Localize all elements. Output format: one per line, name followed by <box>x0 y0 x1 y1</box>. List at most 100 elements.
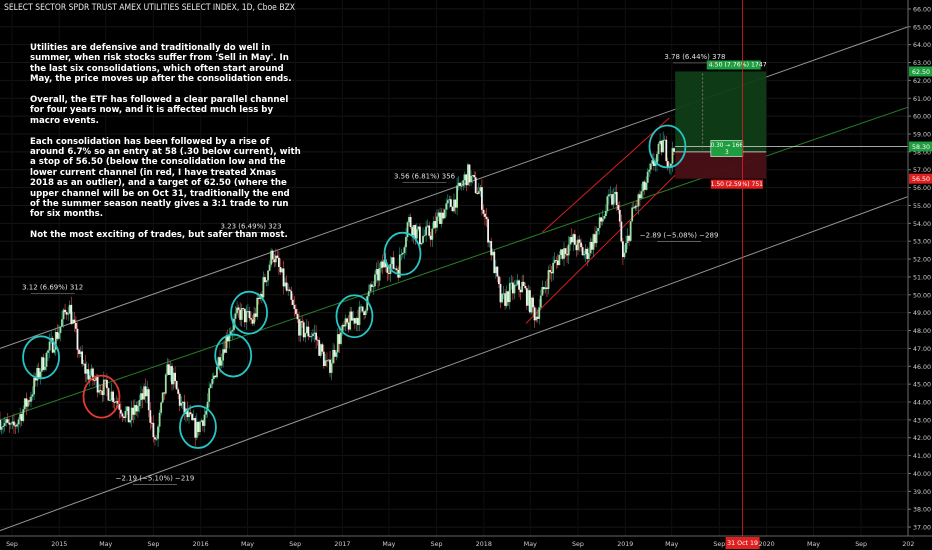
candle-body <box>298 319 300 336</box>
y-tick-label: 58.00 <box>913 149 931 156</box>
candle-body <box>558 254 561 266</box>
candle-body <box>81 351 84 364</box>
candle-body <box>645 182 648 190</box>
candle-body <box>208 388 211 402</box>
consolidation-circle <box>22 335 60 380</box>
y-tick-label: 59.00 <box>913 132 931 139</box>
candle-body <box>23 398 26 410</box>
candle-body <box>96 376 99 393</box>
candle-body <box>175 381 178 390</box>
candle-body <box>0 419 1 430</box>
candle-body <box>341 324 344 333</box>
candle-body <box>507 291 510 303</box>
candle-body <box>133 405 136 415</box>
candle-body <box>316 339 319 341</box>
candle-body <box>150 422 153 424</box>
candle-body <box>470 175 472 183</box>
candle-body <box>177 389 180 394</box>
candle-body <box>409 217 412 228</box>
candle-body <box>443 209 446 219</box>
candle-body <box>161 392 164 403</box>
candle-body <box>135 405 138 412</box>
candle-body <box>287 289 290 291</box>
candle-body <box>629 221 632 241</box>
candle-body <box>375 269 378 275</box>
x-tick-label: Sep <box>147 541 159 548</box>
price-axis[interactable]: 37.00 38.00 39.00 40.00 41.00 42.00 43.00 44.00… <box>907 0 931 536</box>
candle-body <box>614 191 617 194</box>
candle-body <box>547 270 550 290</box>
candle-body <box>216 367 218 378</box>
candle-body <box>9 423 12 425</box>
candle-body <box>47 350 49 353</box>
candle-body <box>8 422 11 425</box>
candle-body <box>327 359 330 361</box>
candle-body <box>228 335 231 342</box>
candle-body <box>544 287 547 290</box>
candle-body <box>333 349 336 357</box>
consolidation-circle <box>230 290 268 335</box>
consolidation-circle <box>214 333 253 378</box>
note-paragraph-4: Not the most exciting of trades, but saf… <box>30 230 288 241</box>
candle-body <box>417 226 420 230</box>
candle-body <box>662 139 665 153</box>
y-tick-label: 38.00 <box>913 507 931 514</box>
consolidation-circle <box>648 124 687 169</box>
candle-body <box>484 213 486 217</box>
candle-body <box>146 389 149 397</box>
candle-body <box>642 181 644 192</box>
candle-body <box>301 321 304 323</box>
candles <box>0 131 675 447</box>
candle-body <box>268 264 271 271</box>
candle-body <box>367 291 370 297</box>
candle-body <box>383 259 386 268</box>
candle-body <box>332 349 335 364</box>
candle-body <box>659 140 661 144</box>
candle-body <box>299 321 302 336</box>
candle-body <box>318 340 321 356</box>
candle-body <box>536 316 539 319</box>
candle-body <box>363 311 366 315</box>
candle-body <box>422 236 424 243</box>
candle-body <box>322 351 325 366</box>
candle-body <box>124 411 127 419</box>
y-tick-label: 40.00 <box>913 471 931 478</box>
candle-body <box>586 248 589 259</box>
candle-body <box>160 402 163 413</box>
candle-body <box>542 287 545 290</box>
candle-body <box>205 410 207 415</box>
candle-body <box>635 205 638 207</box>
candle-body <box>278 257 280 268</box>
candle-body <box>349 311 352 330</box>
channel-lower <box>0 196 909 532</box>
candle-body <box>467 164 469 186</box>
candle-body <box>394 268 397 270</box>
candle-body <box>112 391 115 403</box>
x-tick-label: Sep <box>6 541 18 548</box>
candle-body <box>271 250 274 260</box>
candle-body <box>604 211 607 216</box>
candle-body <box>391 257 393 264</box>
y-tick-label: 45.00 <box>913 382 931 389</box>
candle-body <box>34 377 37 381</box>
candle-body <box>580 242 582 248</box>
y-tick-label: 56.00 <box>913 185 931 192</box>
candle-body <box>329 359 331 373</box>
candle-body <box>465 174 468 186</box>
candle-body <box>48 341 51 351</box>
candle-body <box>395 268 398 270</box>
x-tick-label: 2019 <box>617 541 633 548</box>
candle-body <box>70 304 73 324</box>
candle-body <box>640 191 643 199</box>
candle-body <box>471 175 474 176</box>
candle-body <box>434 221 437 228</box>
candle-body <box>381 261 384 268</box>
consolidation-circle <box>383 231 422 276</box>
candle-body <box>234 313 237 319</box>
candle-body <box>40 357 43 372</box>
candle-body <box>572 234 575 243</box>
time-axis[interactable]: Sep 2015 May Sep 2016 May Sep 2017 May Sep 2018 May… <box>0 535 932 548</box>
marker-label-bg <box>725 537 760 549</box>
candle-body <box>499 284 502 303</box>
